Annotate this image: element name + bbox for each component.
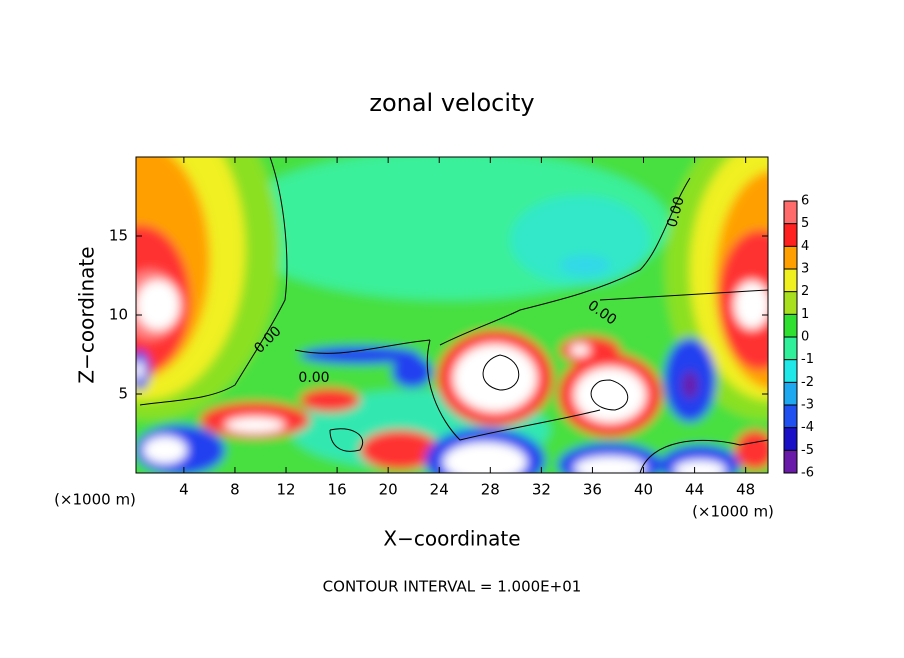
colorbar-label: 4 — [801, 239, 809, 254]
colorbar-label: 6 — [801, 194, 809, 209]
colorbar-band — [784, 360, 797, 383]
field-blob — [225, 417, 285, 433]
x-tick-label: 20 — [379, 481, 398, 499]
field-blob — [682, 371, 698, 399]
colorbar-band — [784, 201, 797, 224]
field-blob — [443, 442, 527, 482]
x-tick-label: 44 — [685, 481, 704, 499]
colorbar-label: 3 — [801, 262, 809, 277]
field-colors — [20, 80, 865, 492]
y-axis-label: Z−coordinate — [75, 246, 99, 383]
x-tick-label: 8 — [230, 481, 240, 499]
colorbar-label: 2 — [801, 284, 809, 299]
colorbar-label: -4 — [801, 420, 814, 435]
colorbar-label: 5 — [801, 216, 809, 231]
x-unit-label: (×1000 m) — [692, 503, 774, 521]
annotation: CONTOUR INTERVAL = 1.000E+01 — [323, 578, 582, 596]
x-tick-label: 4 — [179, 481, 189, 499]
colorbar-band — [784, 292, 797, 315]
field-blob — [574, 367, 646, 423]
x-tick-label: 36 — [583, 481, 602, 499]
x-tick-label: 40 — [634, 481, 653, 499]
colorbar-band — [784, 246, 797, 269]
colorbar-band — [784, 269, 797, 292]
field-blob — [734, 281, 770, 329]
colorbar-band — [784, 450, 797, 473]
field: 0.000.000.000.00 — [20, 80, 865, 492]
x-tick-label: 32 — [532, 481, 551, 499]
chart-title: zonal velocity — [369, 89, 534, 117]
colorbar-label: -5 — [801, 443, 814, 458]
x-unit-label: (×1000 m) — [54, 491, 136, 509]
field-blob — [570, 344, 590, 356]
y-tick-label: 10 — [109, 306, 128, 324]
x-tick-label: 28 — [481, 481, 500, 499]
colorbar-label: 0 — [801, 330, 809, 345]
colorbar-band — [784, 337, 797, 360]
field-blob — [674, 460, 726, 480]
field-blob — [136, 280, 180, 330]
colorbar-band — [784, 428, 797, 451]
field-blob — [560, 255, 610, 275]
x-axis-label: X−coordinate — [383, 527, 520, 551]
x-tick-label: 24 — [430, 481, 449, 499]
x-tick-label: 16 — [328, 481, 347, 499]
colorbar-band — [784, 314, 797, 337]
colorbar-label: -3 — [801, 398, 814, 413]
colorbar-band — [784, 224, 797, 247]
x-tick-label: 12 — [276, 481, 295, 499]
colorbar-band — [784, 382, 797, 405]
field-blob — [690, 140, 850, 400]
field-blob — [574, 456, 646, 480]
colorbar-label: -2 — [801, 375, 814, 390]
colorbar-label: -6 — [801, 466, 814, 481]
field-blob — [392, 356, 432, 388]
x-tick-label: 48 — [736, 481, 755, 499]
field-blob — [143, 436, 187, 464]
y-tick-label: 5 — [118, 385, 128, 403]
field-blob — [300, 388, 360, 412]
field-blob — [453, 344, 537, 412]
contour-label: 0.00 — [298, 370, 329, 386]
colorbar-band — [784, 405, 797, 428]
y-tick-label: 15 — [109, 227, 128, 245]
field-blob — [735, 430, 775, 470]
colorbar-label: -1 — [801, 352, 814, 367]
colorbar-label: 1 — [801, 307, 809, 322]
